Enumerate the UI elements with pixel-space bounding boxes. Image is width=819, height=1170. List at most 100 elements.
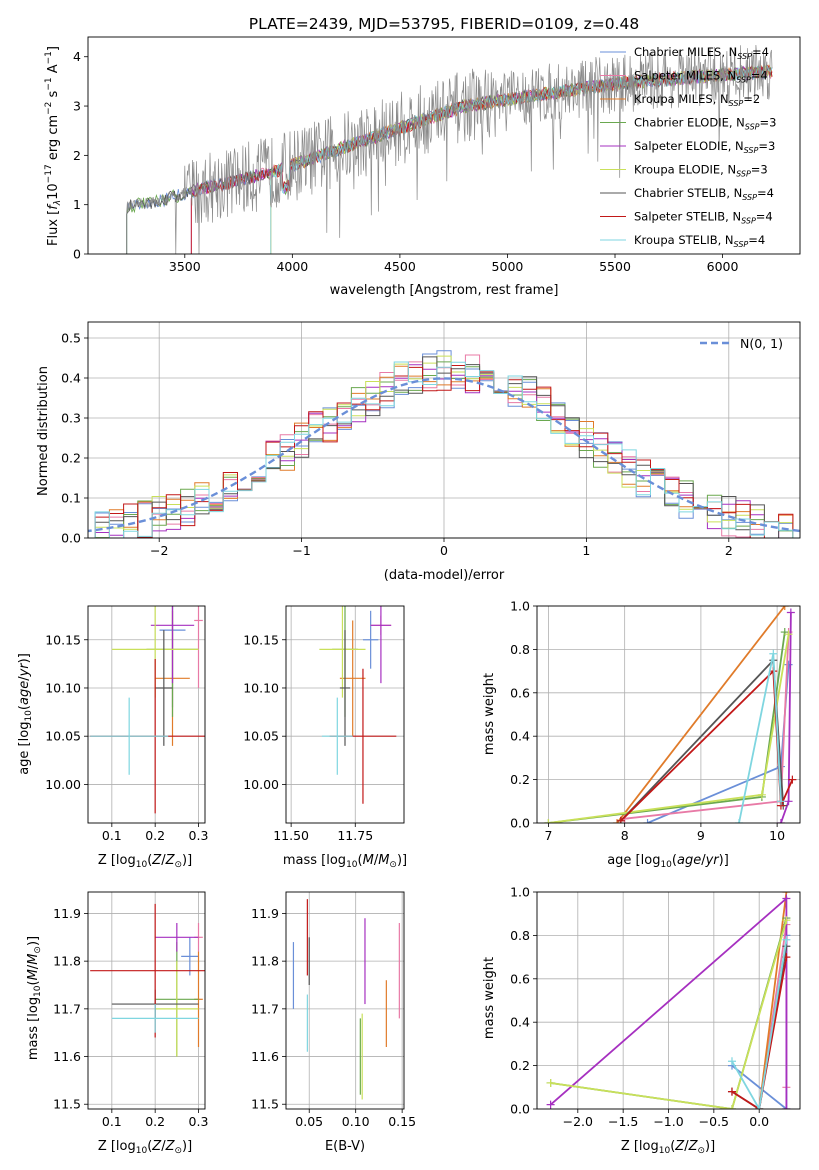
y-tick-label: 0.3 bbox=[61, 411, 81, 426]
x-tick-label: −0.5 bbox=[699, 1114, 729, 1129]
x-tick-label: 6000 bbox=[707, 259, 739, 274]
x-tick-label: 2 bbox=[725, 543, 733, 558]
mass-weight-vs-age-ylabel: mass weight bbox=[482, 673, 497, 755]
x-tick-label: 5000 bbox=[492, 259, 524, 274]
axes-frame bbox=[536, 891, 801, 1110]
legend-entry: Chabrier MILES, NSSP=4 bbox=[634, 45, 769, 61]
legend-entry-subscript: SSP bbox=[729, 99, 744, 108]
legend-entry: Chabrier STELIB, NSSP=4 bbox=[634, 186, 774, 202]
legend-entry-subscript: SSP bbox=[741, 217, 756, 226]
gaussian-legend-label: N(0, 1) bbox=[740, 336, 783, 351]
x-tick-label: 0.0 bbox=[749, 1114, 769, 1129]
mass-weight-point-marker bbox=[727, 1057, 736, 1066]
y-tick-label: 0.8 bbox=[510, 642, 530, 657]
legend-entry-subscript: SSP bbox=[736, 170, 751, 179]
y-tick-label: 11.5 bbox=[53, 1097, 81, 1112]
x-tick-label: −1 bbox=[292, 543, 310, 558]
mass-weight-vs-z-xlabel: Z [log10(Z/Z⊙)] bbox=[621, 1139, 715, 1156]
x-tick-label: 3500 bbox=[169, 259, 201, 274]
x-tick-label: 0.1 bbox=[102, 1114, 122, 1129]
mass-weight-vs-age-xlabel: age [log10(age/yr)] bbox=[607, 853, 729, 870]
x-tick-label: 10 bbox=[769, 828, 785, 843]
y-tick-label: 11.8 bbox=[251, 954, 279, 969]
x-tick-label: 0.3 bbox=[189, 1114, 209, 1129]
mass-weight-vs-age-panel: 7 8 9 10 0.0 0.2 0.4 0.6 0.8 1.0 bbox=[510, 599, 801, 843]
x-tick-label: 11.50 bbox=[273, 828, 309, 843]
residual-histogram-step bbox=[88, 361, 800, 538]
observed-spectrum-line bbox=[126, 44, 773, 254]
x-tick-label: 0.1 bbox=[102, 828, 122, 843]
mass-weight-point-marker bbox=[776, 819, 785, 823]
residuals-panel: −2 −1 0 1 2 0.0 0.1 0.2 0.3 0.4 0.5 N(0, 1) bbox=[61, 321, 801, 558]
spectrum-ylabel: Flux [fλ10−17 erg cm−2 s−1 A−1] bbox=[44, 46, 63, 246]
legend-entry: Salpeter ELODIE, NSSP=3 bbox=[634, 139, 775, 155]
y-tick-label: 11.9 bbox=[53, 906, 81, 921]
legend-entry-subscript: SSP bbox=[742, 193, 757, 202]
age-vs-mass-panel: 11.50 11.75 10.00 10.05 10.10 10.15 bbox=[243, 605, 405, 843]
plot-area bbox=[546, 892, 791, 1109]
mass-weight-point-marker bbox=[755, 1105, 764, 1109]
residuals-xlabel: (data-model)/error bbox=[384, 568, 505, 583]
axes-frame bbox=[87, 605, 206, 824]
plot-area bbox=[292, 899, 400, 1100]
x-tick-label: 0.10 bbox=[342, 1114, 370, 1129]
legend-entry-subscript: SSP bbox=[737, 52, 752, 61]
mass-vs-ebv-panel: 0.05 0.10 0.15 11.5 11.6 11.7 11.8 11.9 bbox=[251, 891, 416, 1129]
legend-entry-subscript: SSP bbox=[744, 146, 759, 155]
x-tick-label: 4500 bbox=[384, 259, 416, 274]
x-tick-label: 0.3 bbox=[189, 828, 209, 843]
y-tick-label: 10.15 bbox=[45, 632, 81, 647]
spectrum-panel: 3500 4000 4500 5000 5500 6000 0 1 2 3 4 Chabrier MI… bbox=[73, 36, 801, 274]
legend-entry: Salpeter MILES, NSSP=4 bbox=[634, 69, 768, 85]
age-vs-z-ylabel: age [log10(age/yr)] bbox=[17, 653, 34, 775]
axes-frame bbox=[87, 36, 801, 255]
spectrum-title: PLATE=2439, MJD=53795, FIBERID=0109, z=0… bbox=[249, 15, 639, 33]
gaussian-curve bbox=[88, 377, 800, 533]
y-tick-label: 10.10 bbox=[243, 680, 279, 695]
y-tick-label: 11.7 bbox=[53, 1001, 81, 1016]
x-tick-label: 0.2 bbox=[145, 828, 165, 843]
y-tick-label: 4 bbox=[73, 49, 81, 64]
y-tick-label: 10.10 bbox=[45, 680, 81, 695]
y-tick-label: 0.4 bbox=[510, 729, 530, 744]
y-tick-label: 0.6 bbox=[510, 685, 530, 700]
plot-area bbox=[319, 606, 397, 804]
mass-weight-series-line bbox=[758, 892, 788, 1109]
mass-weight-series-line bbox=[731, 956, 788, 1109]
y-tick-label: 0.4 bbox=[510, 1015, 530, 1030]
y-tick-label: 0.2 bbox=[61, 451, 81, 466]
mass-weight-point-marker bbox=[727, 1105, 736, 1109]
mass-weight-point-marker bbox=[784, 797, 793, 806]
mass-vs-z-panel: 0.1 0.2 0.3 11.5 11.6 11.7 11.8 11.9 bbox=[53, 891, 209, 1129]
age-vs-mass-xlabel: mass [log10(M/M⊙)] bbox=[283, 853, 407, 870]
legend-entry: Chabrier ELODIE, NSSP=3 bbox=[634, 116, 776, 132]
y-tick-label: 2 bbox=[73, 148, 81, 163]
legend-entry: Kroupa STELIB, NSSP=4 bbox=[634, 233, 765, 249]
mass-weight-point-marker bbox=[780, 606, 789, 610]
x-tick-label: −2 bbox=[150, 543, 168, 558]
mass-weight-point-marker bbox=[786, 608, 795, 617]
mass-weight-point-marker bbox=[784, 630, 793, 639]
x-tick-label: 1 bbox=[582, 543, 590, 558]
axes-frame bbox=[536, 605, 801, 824]
mass-weight-series-line bbox=[550, 919, 788, 1109]
mass-vs-ebv-xlabel: E(B-V) bbox=[325, 1139, 365, 1154]
grid-lines bbox=[286, 892, 404, 1109]
y-tick-label: 0 bbox=[73, 247, 81, 262]
mass-weight-series-line bbox=[731, 939, 788, 1109]
y-tick-label: 0.2 bbox=[510, 1058, 530, 1073]
axes-frame bbox=[87, 891, 206, 1110]
mass-weight-point-marker bbox=[782, 935, 791, 944]
legend-entry: Kroupa ELODIE, NSSP=3 bbox=[634, 163, 768, 179]
legend-entry-tail: =2 bbox=[743, 92, 760, 106]
y-tick-label: 11.6 bbox=[53, 1049, 81, 1064]
mass-weight-point-marker bbox=[788, 775, 797, 784]
legend-entry-tail: =4 bbox=[751, 69, 768, 83]
mass-weight-point-marker bbox=[782, 916, 791, 925]
legend-entry-tail: =4 bbox=[748, 233, 765, 247]
y-tick-label: 11.9 bbox=[251, 906, 279, 921]
x-tick-label: 0 bbox=[440, 543, 448, 558]
x-tick-label: 11.75 bbox=[337, 828, 373, 843]
residual-histogram-step bbox=[88, 361, 800, 538]
